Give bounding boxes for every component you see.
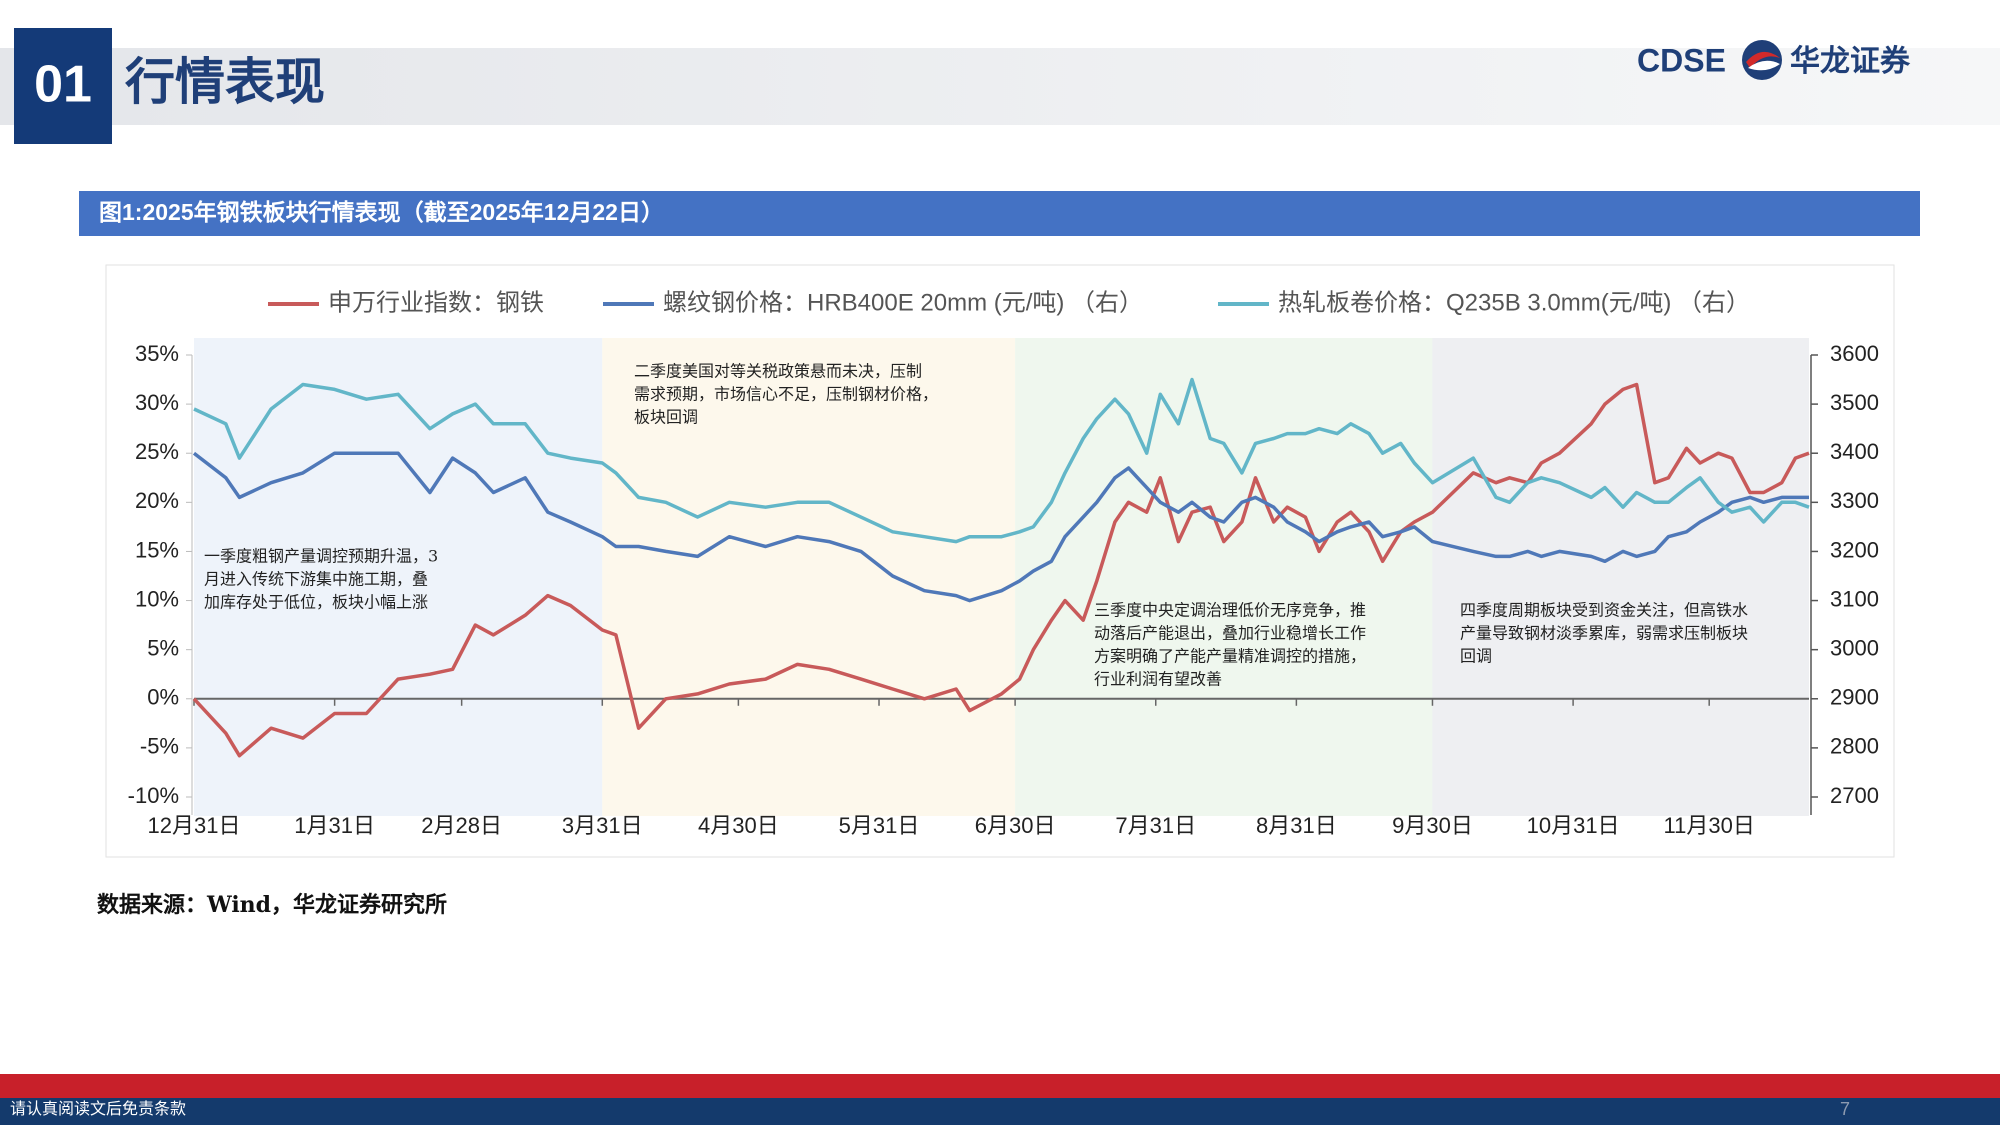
- period-shade: [1432, 338, 1809, 816]
- legend-label: 热轧板卷价格：Q235B 3.0mm(元/吨) （右）: [1278, 289, 1750, 316]
- y-tick-label: 35%: [135, 341, 179, 366]
- annotation: 动落后产能退出，叠加行业稳增长工作: [1094, 624, 1366, 643]
- y2-tick-label: 2900: [1830, 685, 1879, 710]
- y2-tick-label: 3500: [1830, 390, 1879, 415]
- y2-tick-label: 3300: [1830, 488, 1879, 513]
- x-tick-label: 10月31日: [1527, 813, 1620, 838]
- annotation: 二季度美国对等关税政策悬而未决，压制: [634, 362, 922, 381]
- header-title: 行情表现: [125, 54, 325, 110]
- footer-blue-band: [0, 1098, 2000, 1125]
- figure-title-bar: [79, 191, 1920, 236]
- y2-tick-label: 2800: [1830, 734, 1879, 759]
- x-tick-label: 11月30日: [1664, 813, 1755, 838]
- x-tick-label: 1月31日: [294, 813, 375, 838]
- header-number-box: [14, 28, 112, 144]
- annotation: 行业利润有望改善: [1094, 670, 1222, 689]
- logo-icon: [1742, 40, 1782, 80]
- figure-title: 图1:2025年钢铁板块行情表现（截至2025年12月22日）: [99, 199, 664, 225]
- annotation: 一季度粗钢产量调控预期升温，3: [204, 547, 438, 566]
- y2-tick-label: 2700: [1830, 783, 1879, 808]
- y2-tick-label: 3100: [1830, 586, 1879, 611]
- series-line: [193, 377, 1810, 544]
- y-tick-label: 0%: [147, 685, 179, 710]
- footer-red-band: [0, 1074, 2000, 1098]
- y2-tick-label: 3200: [1830, 537, 1879, 562]
- legend-label: 申万行业指数：钢铁: [328, 289, 544, 316]
- x-tick-label: 9月30日: [1392, 813, 1473, 838]
- legend-label: 螺纹钢价格：HRB400E 20mm (元/吨) （右）: [663, 289, 1143, 316]
- y-tick-label: -10%: [128, 783, 179, 808]
- x-tick-label: 5月31日: [839, 813, 920, 838]
- y2-tick-label: 3000: [1830, 635, 1879, 660]
- annotation: 需求预期，市场信心不足，压制钢材价格，: [634, 385, 938, 404]
- logo-name: 华龙证券: [1790, 45, 1911, 78]
- x-tick-label: 2月28日: [421, 813, 502, 838]
- x-tick-label: 4月30日: [698, 813, 779, 838]
- period-shade: [1015, 338, 1433, 816]
- annotation: 加库存处于低位，板块小幅上涨: [204, 593, 428, 612]
- y-tick-label: -5%: [140, 734, 179, 759]
- annotation: 回调: [1460, 647, 1492, 666]
- period-shade: [602, 338, 1016, 816]
- y-tick-label: 30%: [135, 390, 179, 415]
- y2-tick-label: 3400: [1830, 439, 1879, 464]
- header-number: 01: [34, 56, 92, 114]
- x-tick-label: 3月31日: [562, 813, 643, 838]
- y2-tick-label: 3600: [1830, 341, 1879, 366]
- y-tick-label: 15%: [135, 537, 179, 562]
- y-tick-label: 10%: [135, 586, 179, 611]
- source-note: 数据来源：Wind，华龙证券研究所: [97, 892, 447, 918]
- y-tick-label: 25%: [135, 439, 179, 464]
- y-tick-label: 5%: [147, 635, 179, 660]
- x-tick-label: 7月31日: [1115, 813, 1196, 838]
- annotation: 月进入传统下游集中施工期，叠: [204, 570, 428, 589]
- footer-disclaimer: 请认真阅读文后免责条款: [10, 1100, 186, 1118]
- annotation: 板块回调: [634, 408, 698, 427]
- annotation: 三季度中央定调治理低价无序竞争，推: [1094, 601, 1366, 620]
- logo-latin: CDSE: [1637, 42, 1726, 78]
- annotation: 产量导致钢材淡季累库，弱需求压制板块: [1460, 624, 1748, 643]
- plot: -10% -5% 0% 5% 10% 15% 20% 25% 30% 35% 2700 2800 290…: [128, 289, 1879, 837]
- series-line: [192, 451, 1809, 603]
- x-tick-label: 6月30日: [975, 813, 1056, 838]
- x-tick-label: 12月31日: [148, 813, 241, 838]
- annotation: 四季度周期板块受到资金关注，但高铁水: [1460, 601, 1748, 620]
- y-tick-label: 20%: [135, 488, 179, 513]
- x-tick-label: 8月31日: [1256, 813, 1337, 838]
- annotation: 方案明确了产能产量精准调控的措施，: [1094, 647, 1366, 666]
- header-band: [0, 48, 2000, 125]
- page-number: 7: [1840, 1099, 1850, 1119]
